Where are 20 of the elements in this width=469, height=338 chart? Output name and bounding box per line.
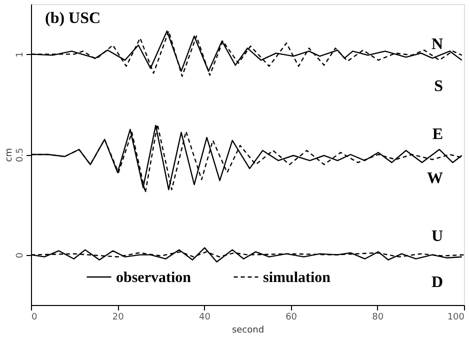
x-tick-label: 20 (112, 312, 124, 322)
annotation: W (427, 170, 443, 187)
legend-label: observation (116, 270, 192, 286)
y-tick-label: 1 (16, 52, 26, 58)
x-tick-label: 100 (447, 312, 465, 322)
y-tick-label: 0 (16, 252, 26, 258)
annotation: D (431, 274, 443, 291)
x-axis-title: second (232, 326, 264, 336)
y-tick-label: 0.5 (16, 148, 26, 162)
x-tick-label: 60 (286, 312, 298, 322)
x-tick-label: 40 (198, 312, 211, 322)
x-tick-label: 80 (372, 312, 384, 322)
annotation: S (434, 78, 444, 95)
y-axis-title: cm (4, 148, 14, 162)
annotation: U (431, 228, 444, 245)
x-tick-label: 0 (32, 312, 38, 322)
annotation: N (431, 36, 444, 53)
legend-label: simulation (263, 270, 332, 286)
annotation: E (432, 126, 443, 143)
chart-title: (b) USC (45, 10, 101, 27)
